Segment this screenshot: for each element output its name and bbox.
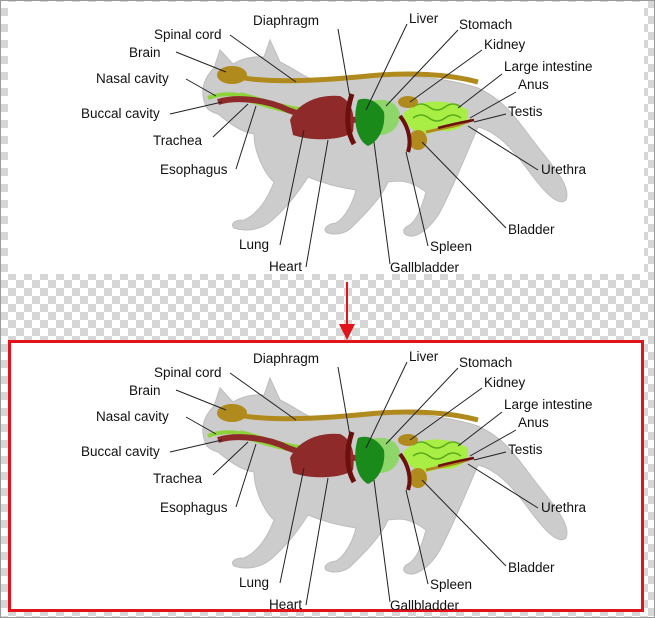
label-anus: Anus [518, 77, 549, 92]
label-bladder: Bladder [508, 560, 555, 575]
label-brain: Brain [129, 45, 161, 60]
label-spinal-cord: Spinal cord [154, 365, 222, 380]
lung-organ [290, 433, 354, 478]
label-brain: Brain [129, 383, 161, 398]
leader-lines [169, 23, 539, 268]
label-testis: Testis [508, 104, 543, 119]
label-testis: Testis [508, 442, 543, 457]
bladder-organ [409, 468, 427, 488]
label-kidney: Kidney [484, 37, 526, 52]
intestine-coils [412, 441, 462, 460]
lung-organ [290, 95, 354, 140]
organs [207, 66, 479, 153]
label-lung: Lung [239, 237, 269, 252]
label-spinal-cord: Spinal cord [154, 27, 222, 42]
label-urethra: Urethra [541, 162, 587, 177]
labels: Spinal cord Brain Nasal cavity Buccal ca… [81, 11, 593, 274]
label-lung: Lung [239, 575, 269, 590]
intestine-coils [412, 103, 462, 122]
liver-organ [355, 98, 385, 146]
label-esophagus: Esophagus [160, 162, 228, 177]
label-spleen: Spleen [430, 239, 472, 254]
label-liver: Liver [409, 349, 439, 364]
kidney-organ [398, 434, 418, 446]
liver-organ [355, 436, 385, 484]
testis-organ [437, 456, 475, 468]
label-buccal-cavity: Buccal cavity [81, 444, 160, 459]
original-diagram-panel: Spinal cord Brain Nasal cavity Buccal ca… [8, 2, 644, 274]
label-diaphragm: Diaphragm [253, 351, 319, 366]
label-nasal-cavity: Nasal cavity [96, 409, 169, 424]
label-kidney: Kidney [484, 375, 526, 390]
diaphragm-organ [345, 431, 357, 484]
label-anus: Anus [518, 415, 549, 430]
organs [207, 404, 479, 491]
label-esophagus: Esophagus [160, 500, 228, 515]
label-buccal-cavity: Buccal cavity [81, 106, 160, 121]
cat-body [202, 38, 568, 237]
label-nasal-cavity: Nasal cavity [96, 71, 169, 86]
label-heart: Heart [269, 597, 302, 612]
label-diaphragm: Diaphragm [253, 13, 319, 28]
spleen-organ [398, 452, 412, 491]
testis-organ [437, 118, 475, 130]
spleen-organ [398, 114, 412, 153]
label-stomach: Stomach [459, 355, 512, 370]
spinal-cord-organ [232, 71, 479, 85]
label-gallbladder: Gallbladder [390, 260, 460, 274]
label-heart: Heart [269, 259, 302, 274]
label-liver: Liver [409, 11, 439, 26]
label-large-intestine: Large intestine [504, 397, 593, 412]
leader-lines [169, 361, 539, 606]
cat-body [202, 376, 568, 575]
cat-anatomy-diagram: Spinal cord Brain Nasal cavity Buccal ca… [81, 11, 593, 274]
cat-anatomy-diagram-copy: Spinal cord Brain Nasal cavity Buccal ca… [81, 349, 593, 612]
label-gallbladder: Gallbladder [390, 598, 460, 612]
label-trachea: Trachea [153, 133, 203, 148]
label-bladder: Bladder [508, 222, 555, 237]
spinal-cord-organ [232, 409, 479, 423]
label-stomach: Stomach [459, 17, 512, 32]
brain-organ [217, 404, 247, 422]
labels: Spinal cord Brain Nasal cavity Buccal ca… [81, 349, 593, 612]
label-large-intestine: Large intestine [504, 59, 593, 74]
kidney-organ [398, 96, 418, 108]
bladder-organ [409, 130, 427, 150]
label-urethra: Urethra [541, 500, 587, 515]
brain-organ [217, 66, 247, 84]
diaphragm-organ [345, 93, 357, 146]
label-spleen: Spleen [430, 577, 472, 592]
highlighted-diagram-panel: Spinal cord Brain Nasal cavity Buccal ca… [8, 340, 644, 612]
label-trachea: Trachea [153, 471, 203, 486]
